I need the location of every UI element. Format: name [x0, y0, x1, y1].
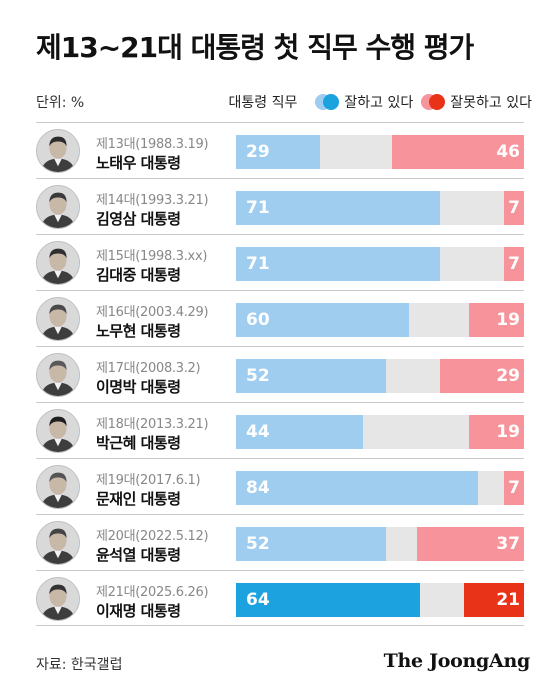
- value-label-bad: 37: [496, 534, 520, 554]
- table-row: 제17대(2008.3.2) 이명박 대통령 52 29: [36, 346, 524, 402]
- president-name: 김영삼 대통령: [96, 210, 181, 228]
- bar-bad: [469, 415, 524, 449]
- value-label-bad: 29: [496, 366, 520, 386]
- bar-bad: [440, 359, 524, 393]
- value-label-bad: 21: [496, 590, 520, 610]
- table-row: 제18대(2013.3.21) 박근혜 대통령 44 19: [36, 402, 524, 458]
- bar-bad: [463, 583, 524, 617]
- bar-track: 64 21: [236, 583, 524, 617]
- bar-track: 71 7: [236, 191, 524, 225]
- legend-label-good: 잘하고 있다: [344, 95, 414, 111]
- bar-good: [236, 471, 478, 505]
- bar-good: [236, 583, 421, 617]
- table-row: 제15대(1998.3.xx) 김대중 대통령 71 7: [36, 234, 524, 290]
- table-row: 제20대(2022.5.12) 윤석열 대통령 52 37: [36, 514, 524, 570]
- term-label: 제17대(2008.3.2): [96, 361, 201, 376]
- bar-track: 29 46: [236, 135, 524, 169]
- chart-title: 제13~21대 대통령 첫 직무 수행 평가: [36, 31, 474, 64]
- table-row: 제21대(2025.6.26) 이재명 대통령 64 21: [36, 570, 524, 626]
- bar-good: [236, 527, 386, 561]
- president-name: 노태우 대통령: [96, 154, 181, 172]
- president-name: 이재명 대통령: [96, 602, 181, 620]
- value-label-good: 52: [246, 534, 270, 554]
- bar-track: 60 19: [236, 303, 524, 337]
- value-label-good: 84: [246, 478, 270, 498]
- bar-bad: [391, 135, 524, 169]
- bar-bad: [503, 471, 524, 505]
- president-name: 문재인 대통령: [96, 490, 181, 508]
- table-row: 제13대(1988.3.19) 노태우 대통령 29 46: [36, 122, 524, 178]
- bar-track: 52 29: [236, 359, 524, 393]
- legend: 대통령 직무 잘하고 있다 잘못하고 있다: [229, 92, 532, 112]
- bar-bad: [469, 303, 524, 337]
- portrait-kim-dae-jung-icon: [36, 241, 80, 285]
- value-label-bad: 46: [496, 142, 520, 162]
- bar-good: [236, 191, 441, 225]
- chart-rows: 제13대(1988.3.19) 노태우 대통령 29 46 제14대(1993.3.21…: [36, 122, 524, 626]
- portrait-roh-tae-woo-icon: [36, 129, 80, 173]
- bar-good: [236, 359, 386, 393]
- value-label-good: 64: [246, 590, 270, 610]
- value-label-good: 44: [246, 422, 270, 442]
- president-name: 박근혜 대통령: [96, 434, 181, 452]
- value-label-good: 71: [246, 198, 270, 218]
- term-label: 제15대(1998.3.xx): [96, 249, 208, 264]
- term-label: 제14대(1993.3.21): [96, 193, 209, 208]
- value-label-good: 52: [246, 366, 270, 386]
- legend-swatch-good-icon: [315, 94, 340, 110]
- portrait-yoon-suk-yeol-icon: [36, 521, 80, 565]
- term-label: 제16대(2003.4.29): [96, 305, 209, 320]
- president-name: 노무현 대통령: [96, 322, 181, 340]
- bar-good: [236, 415, 363, 449]
- term-label: 제13대(1988.3.19): [96, 137, 209, 152]
- bar-bad: [503, 247, 524, 281]
- bar-good: [236, 303, 409, 337]
- president-name: 김대중 대통령: [96, 266, 181, 284]
- term-label: 제19대(2017.6.1): [96, 473, 201, 488]
- term-label: 제18대(2013.3.21): [96, 417, 209, 432]
- value-label-bad: 7: [508, 478, 520, 498]
- swatch-dot: [429, 94, 446, 110]
- term-label: 제21대(2025.6.26): [96, 585, 209, 600]
- bar-track: 84 7: [236, 471, 524, 505]
- legend-title: 대통령 직무: [228, 95, 298, 111]
- value-label-good: 29: [246, 142, 270, 162]
- portrait-park-geun-hye-icon: [36, 409, 80, 453]
- value-label-good: 60: [246, 310, 270, 330]
- portrait-roh-moo-hyun-icon: [36, 297, 80, 341]
- value-label-bad: 19: [496, 422, 520, 442]
- legend-item-bad: 잘못하고 있다: [421, 92, 532, 112]
- term-label: 제20대(2022.5.12): [96, 529, 209, 544]
- brand-logo: The JoongAng: [383, 650, 531, 672]
- president-name: 이명박 대통령: [96, 378, 181, 396]
- table-row: 제19대(2017.6.1) 문재인 대통령 84 7: [36, 458, 524, 514]
- legend-label-bad: 잘못하고 있다: [450, 95, 532, 111]
- value-label-good: 71: [246, 254, 270, 274]
- bar-bad: [417, 527, 524, 561]
- portrait-lee-jae-myung-icon: [36, 577, 80, 621]
- unit-label: 단위: %: [36, 95, 85, 111]
- portrait-kim-young-sam-icon: [36, 185, 80, 229]
- swatch-dot: [323, 94, 340, 110]
- bar-good: [236, 135, 320, 169]
- portrait-moon-jae-in-icon: [36, 465, 80, 509]
- bar-track: 71 7: [236, 247, 524, 281]
- source-note: 자료: 한국갤럽: [36, 657, 123, 673]
- value-label-bad: 7: [508, 254, 520, 274]
- table-row: 제14대(1993.3.21) 김영삼 대통령 71 7: [36, 178, 524, 234]
- portrait-lee-myung-bak-icon: [36, 353, 80, 397]
- bar-bad: [503, 191, 524, 225]
- president-name: 윤석열 대통령: [96, 546, 181, 564]
- legend-swatch-bad-icon: [421, 94, 446, 110]
- table-row: 제16대(2003.4.29) 노무현 대통령 60 19: [36, 290, 524, 346]
- value-label-bad: 19: [496, 310, 520, 330]
- legend-item-good: 잘하고 있다: [315, 92, 413, 112]
- bar-track: 44 19: [236, 415, 524, 449]
- bar-good: [236, 247, 441, 281]
- bar-track: 52 37: [236, 527, 524, 561]
- value-label-bad: 7: [508, 198, 520, 218]
